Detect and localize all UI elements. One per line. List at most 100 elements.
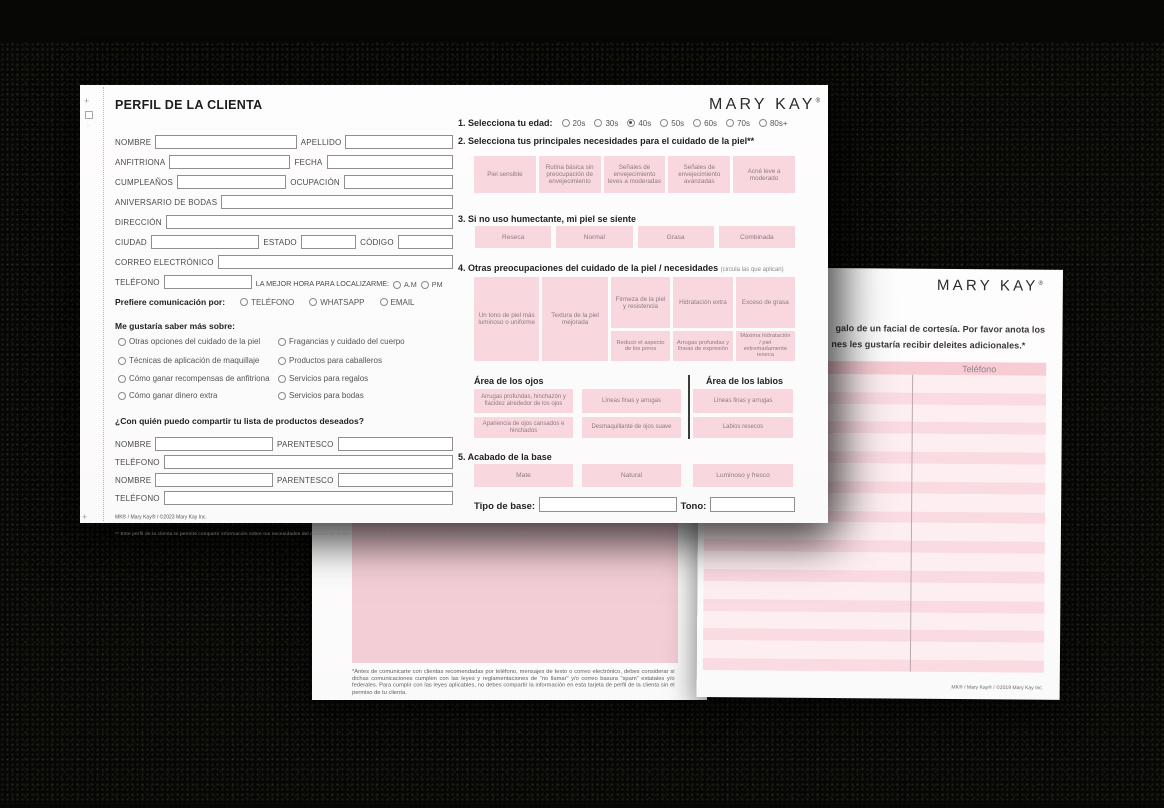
age-option[interactable]: 40s <box>627 119 651 128</box>
anfitriona-input[interactable] <box>169 155 291 169</box>
prefer-telefono-radio[interactable] <box>240 298 249 306</box>
share-phone-row-2: TELÉFONO <box>115 491 453 505</box>
eye-option[interactable]: Apariencia de ojos cansados e hinchados <box>474 417 573 438</box>
share-parentesco-input-1[interactable] <box>337 437 453 451</box>
age-option[interactable]: 50s <box>660 119 684 128</box>
concern-option[interactable]: Arrugas profundas y líneas de expresión <box>673 331 733 361</box>
referral-footer-text: MK® / Mary Kay® / ©2019 Mary Kay Inc. <box>951 684 1044 691</box>
concern-option[interactable]: Máxima hidratación / piel extremadamente… <box>735 331 796 361</box>
skin-needs-boxes: Piel sensible Rutina básica sin preocupa… <box>474 156 795 193</box>
foundation-type-row: Tipo de base: Tono: <box>474 497 795 512</box>
footnote-line: ** Este perfil de la clienta te permite … <box>115 531 650 537</box>
learn-fragrance-radio[interactable] <box>278 337 286 346</box>
city-row: CIUDAD ESTADO CÓDIGO <box>115 235 453 249</box>
direccion-label: DIRECCIÓN <box>115 218 162 227</box>
client-profile-form: + :· + PERFIL DE LA CLIENTA NOMBRE APELL… <box>80 85 828 536</box>
concern-option[interactable]: Firmeza de la piel y resistencia <box>610 277 671 328</box>
direccion-input[interactable] <box>165 215 453 229</box>
lip-option[interactable]: Líneas finas y arrugas <box>693 389 793 413</box>
prefer-email-radio[interactable] <box>379 298 388 306</box>
apellido-input[interactable] <box>345 135 453 149</box>
codigo-label: CÓDIGO <box>360 238 394 247</box>
share-name-row-1: NOMBRE PARENTESCO <box>115 437 453 451</box>
am-label: A.M <box>404 280 417 289</box>
telefono-input[interactable] <box>163 275 252 289</box>
share-phone-row-1: TELÉFONO <box>115 455 453 469</box>
ciudad-input[interactable] <box>150 235 260 249</box>
cumpleanos-input[interactable] <box>177 175 287 189</box>
nombre-input[interactable] <box>155 135 297 149</box>
learn-more-heading: Me gustaría saber más sobre: <box>115 321 235 331</box>
marykay-logo-text: MARY KAY <box>936 276 1039 295</box>
age-option[interactable]: 80s+ <box>758 119 788 128</box>
skin-need-option[interactable]: Señales de envejecimiento leves a modera… <box>603 156 666 193</box>
age-option[interactable]: 30s <box>594 119 618 128</box>
pm-label: PM <box>431 280 443 289</box>
share-parentesco-input-2[interactable] <box>337 473 453 487</box>
age-option[interactable]: 20s <box>561 119 585 128</box>
share-parentesco-label-1: PARENTESCO <box>277 440 334 449</box>
eye-option[interactable]: Arrugas profundas, hinchazón y flacidez … <box>474 389 573 413</box>
learn-gifts-radio[interactable] <box>278 374 286 383</box>
base-type-label: Tipo de base: <box>474 501 536 512</box>
plus-mark-icon: + <box>84 96 90 106</box>
perforation-line <box>103 87 104 521</box>
notes-page: *Antes de comunicarte con clientas recom… <box>312 500 707 700</box>
fecha-label: FECHA <box>294 158 323 167</box>
aniversario-input[interactable] <box>221 195 453 209</box>
lip-option[interactable]: Labios resecos <box>693 417 793 438</box>
pink-notes-area <box>352 522 678 663</box>
codigo-input[interactable] <box>397 235 453 249</box>
correo-input[interactable] <box>217 255 453 269</box>
concern-stack: Hidratación extra Arrugas profundas y lí… <box>673 277 733 361</box>
age-option[interactable]: 70s <box>726 119 750 128</box>
skin-feel-option[interactable]: Grasa <box>637 226 714 248</box>
concern-option[interactable]: Exceso de grasa <box>735 277 796 328</box>
share-nombre-input-2[interactable] <box>155 473 274 487</box>
share-telefono-input-2[interactable] <box>163 491 453 505</box>
concern-option[interactable]: Textura de la piel mejorada <box>542 277 608 361</box>
base-type-input[interactable] <box>539 497 677 512</box>
learn-hostess-label: Cómo ganar recompensas de anfitriona <box>129 374 270 383</box>
foundation-finish-heading: 5. Acabado de la base <box>458 452 552 462</box>
apellido-label: APELLIDO <box>300 138 342 147</box>
concern-option[interactable]: Hidratación extra <box>673 277 733 328</box>
birthday-row: CUMPLEAÑOS OCUPACIÓN <box>115 175 454 189</box>
concern-option[interactable]: Reducir el aspecto de los poros <box>610 331 671 361</box>
concern-option[interactable]: Un tono de piel más luminoso o uniforme <box>474 277 540 361</box>
learn-men-radio[interactable] <box>278 356 286 365</box>
ocupacion-input[interactable] <box>343 175 454 189</box>
finish-option[interactable]: Mate <box>474 464 573 487</box>
learn-hostess-radio[interactable] <box>118 374 126 383</box>
share-parentesco-label-2: PARENTESCO <box>277 476 334 485</box>
skin-need-option[interactable]: Piel sensible <box>474 156 536 193</box>
skin-need-option[interactable]: Acné leve a moderado <box>733 156 795 193</box>
anniversary-row: ANIVERSARIO DE BODAS <box>115 195 453 209</box>
learn-wedding-radio[interactable] <box>278 391 286 400</box>
finish-option[interactable]: Luminoso y fresco <box>693 464 793 487</box>
skin-need-option[interactable]: Rutina básica sin preocupación de enveje… <box>538 156 601 193</box>
finish-option[interactable]: Natural <box>582 464 681 487</box>
skin-need-option[interactable]: Señales de envejecimiento avanzadas <box>668 156 731 193</box>
estado-label: ESTADO <box>263 238 297 247</box>
eye-option[interactable]: Desmaquillante de ojos suave <box>582 417 681 438</box>
share-telefono-input-1[interactable] <box>163 455 453 469</box>
skin-feel-option[interactable]: Normal <box>556 226 633 248</box>
prefer-whatsapp-radio[interactable] <box>309 298 318 306</box>
eye-option[interactable]: Líneas finas y arrugas <box>582 389 681 413</box>
estado-input[interactable] <box>300 235 357 249</box>
learn-money-radio[interactable] <box>118 391 126 400</box>
am-radio[interactable] <box>393 280 401 289</box>
contact-preference-row: Prefiere comunicación por: TELÉFONO WHAT… <box>115 297 415 307</box>
pm-radio[interactable] <box>420 280 429 289</box>
learn-skincare-radio[interactable] <box>118 337 126 346</box>
share-nombre-input-1[interactable] <box>155 437 274 451</box>
learn-makeup-radio[interactable] <box>118 356 126 365</box>
age-option[interactable]: 60s <box>693 119 717 128</box>
skin-feel-option[interactable]: Reseca <box>475 226 552 248</box>
skin-feel-option[interactable]: Combinada <box>718 226 795 248</box>
fecha-input[interactable] <box>326 155 453 169</box>
share-list-heading: ¿Con quién puedo compartir tu lista de p… <box>115 416 364 426</box>
learn-makeup-label: Técnicas de aplicación de maquillaje <box>129 356 260 365</box>
tone-input[interactable] <box>710 497 795 512</box>
